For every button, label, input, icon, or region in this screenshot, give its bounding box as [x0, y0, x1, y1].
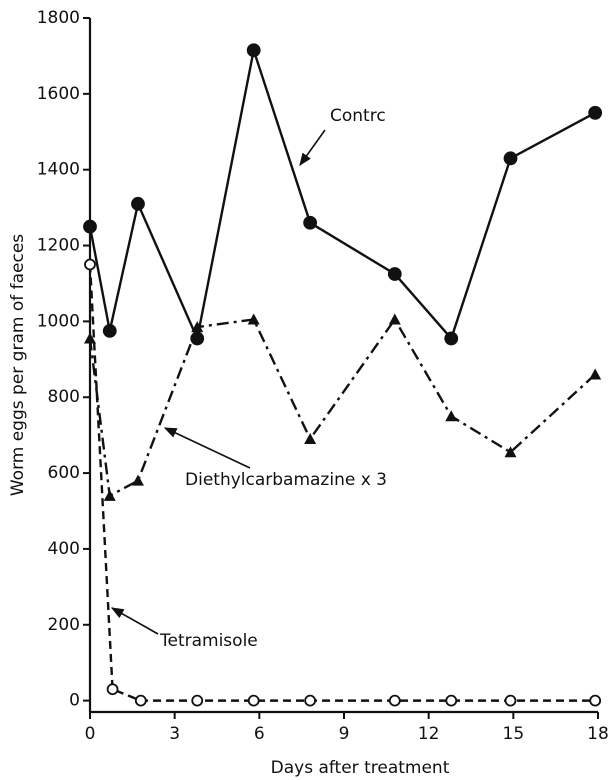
marker [84, 258, 96, 271]
marker [246, 43, 261, 58]
marker [103, 489, 116, 501]
y-axis-label: Worm eggs per gram of faeces [8, 234, 28, 496]
marker [191, 321, 204, 333]
marker [131, 196, 145, 211]
marker [190, 331, 205, 346]
series-line [88, 317, 596, 498]
marker [387, 267, 402, 281]
marker [247, 313, 260, 325]
y-tick-label: 1000 [37, 311, 80, 331]
x-axis-label: Days after treatment [271, 758, 450, 778]
marker [445, 410, 458, 422]
marker [134, 694, 147, 707]
arrow [163, 427, 251, 469]
marker [503, 151, 518, 166]
marker [589, 694, 602, 707]
x-tick-label: 15 [503, 724, 525, 744]
series-label: Contrc [330, 106, 386, 126]
marker [388, 694, 401, 707]
marker [444, 331, 459, 346]
marker [504, 446, 517, 458]
y-tick-label: 1200 [37, 236, 80, 256]
y-tick-label: 600 [48, 463, 80, 483]
marker [106, 683, 119, 696]
marker [131, 474, 144, 486]
x-tick-label: 0 [85, 724, 96, 744]
y-tick-label: 1400 [37, 160, 80, 180]
y-tick-label: 1600 [37, 84, 80, 104]
series-label: Tetramisole [159, 631, 258, 651]
x-tick-label: 9 [339, 724, 350, 744]
marker [102, 323, 117, 338]
y-tick-label: 400 [48, 539, 80, 559]
arrow [110, 607, 159, 635]
series-line [88, 264, 596, 702]
y-tick-label: 800 [48, 387, 80, 407]
x-tick-label: 18 [587, 724, 609, 744]
marker [303, 215, 318, 230]
series-label: Diethylcarbamazine x 3 [185, 470, 387, 490]
x-tick-label: 3 [169, 724, 180, 744]
marker [83, 219, 97, 234]
marker [388, 313, 401, 325]
marker [304, 432, 317, 444]
marker [191, 694, 204, 707]
marker [304, 694, 317, 707]
marker [589, 368, 602, 380]
arrow [299, 129, 326, 167]
x-tick-label: 6 [254, 724, 265, 744]
marker [247, 694, 260, 707]
marker [84, 332, 96, 344]
y-tick-label: 1800 [37, 8, 80, 28]
marker [588, 105, 603, 120]
y-tick-label: 0 [69, 691, 80, 711]
x-tick-label: 12 [418, 724, 440, 744]
marker [504, 694, 517, 707]
series-line [88, 45, 596, 343]
y-tick-label: 200 [48, 615, 80, 635]
marker [445, 694, 458, 707]
